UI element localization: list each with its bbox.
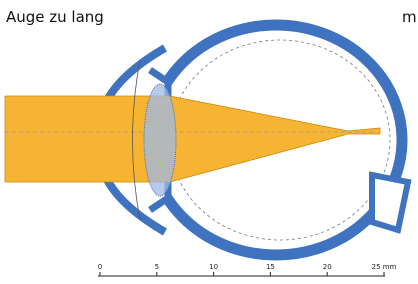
scale-label: 15 [266, 263, 275, 271]
scale-label: 20 [323, 263, 332, 271]
eye-diagram: Auge zu lang m 0 5 10 15 20 25 mm [0, 0, 418, 284]
scale-label: 0 [98, 263, 102, 271]
scale-label: 25 mm [372, 263, 397, 271]
scale-label: 5 [155, 263, 159, 271]
corner-text: m [402, 8, 417, 26]
caption: Auge zu lang [6, 8, 104, 26]
lens [144, 84, 176, 196]
scale-label: 10 [209, 263, 218, 271]
optic-nerve [372, 175, 408, 230]
